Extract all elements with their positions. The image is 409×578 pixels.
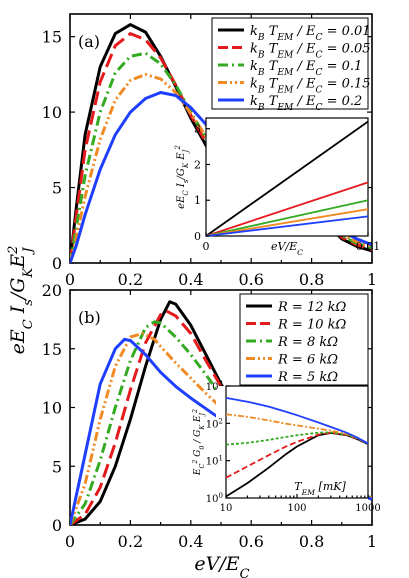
panel-b-ytick-label: 15 — [42, 340, 62, 359]
inset-a-xtick-label: 0.01 — [356, 240, 381, 253]
panel-b-xtick-label: 1 — [367, 532, 377, 551]
panel-b-xtick-label: 0.2 — [118, 532, 143, 551]
inset-a-frame — [205, 117, 369, 237]
inset-a-xlabel: eV/EC — [271, 240, 303, 257]
panel-b-ytick-label: 5 — [52, 457, 62, 476]
inset-b-ytick-label: 103 — [206, 380, 223, 393]
inset-a-ytick-label: 2 — [194, 158, 201, 171]
panel-a-xtick-label: 0 — [65, 270, 75, 289]
panel-a-xtick-label: 0.8 — [299, 270, 324, 289]
inset-b-series-line-3 — [225, 431, 369, 446]
panel-a-xtick-label: 1 — [367, 270, 377, 289]
panel-a-legend-label-2: kB TEM / EC = 0.05 — [250, 42, 371, 61]
panel-a-label: (a) — [78, 32, 100, 51]
panel-b-series-line-3 — [70, 320, 372, 525]
inset-b-xtick-label: 1000 — [355, 503, 380, 514]
inset-a-series-line-1 — [205, 120, 369, 237]
panel-b-legend-label-4: R = 6 kΩ — [277, 353, 338, 368]
panel-b-legend-label-2: R = 10 kΩ — [277, 318, 346, 333]
inset-a-series-line-2 — [205, 181, 369, 237]
inset-b-series-line-4 — [225, 413, 369, 445]
panel-b-label: (b) — [78, 308, 101, 327]
legend-b: R = 12 kΩ R = 10 kΩ R = 8 kΩ R = 6 kΩ R = 5 … — [239, 293, 369, 386]
panel-a-legend-label-3: kB TEM / EC = 0.1 — [250, 59, 362, 78]
panel-a-ytick-label: 15 — [42, 28, 62, 47]
inset-b-xlabel: TEM [mK] — [294, 480, 346, 497]
panel-b-xtick-label: 0.4 — [178, 532, 203, 551]
panel-b-ytick-label: 20 — [42, 281, 62, 300]
panel-b-xtick-label: 0 — [65, 532, 75, 551]
inset-b-ytick-label: 102 — [206, 417, 223, 430]
inset-b-ylabel: EC2 G0 / GK EJ2 — [192, 409, 206, 476]
panel-b-xtick-label: 0.6 — [238, 532, 263, 551]
inset-a-ytick-label: 0 — [194, 230, 201, 243]
panel-a-xtick-label: 0.4 — [178, 270, 203, 289]
panel-a-legend-label-1: kB TEM / EC = 0.01 — [250, 24, 371, 43]
panel-b-ytick-label: 0 — [52, 516, 62, 535]
inset-a-series-line-3 — [205, 199, 369, 237]
panel-b-legend-label-5: R = 5 kΩ — [277, 370, 338, 385]
inset-b-ytick-label: 100 — [206, 492, 223, 505]
panel-a-legend-label-4: kB TEM / EC = 0.15 — [250, 77, 371, 96]
y-axis-label: eEC Is/GKE2J — [6, 246, 36, 355]
inset-b-series-line-5 — [225, 397, 369, 445]
panel-a-ytick-label: 5 — [52, 179, 62, 198]
x-axis-label: eV/EC — [194, 553, 249, 578]
panel-b-legend-label-3: R = 8 kΩ — [277, 335, 338, 350]
inset-a-ylabel: eEC Is/GK EJ2 — [174, 145, 190, 209]
inset-a: 0 1 2 3 0 0.01 eV/EC eEC Is/GK EJ2 — [174, 117, 381, 257]
panel-a-xtick-label: 0.2 — [118, 270, 143, 289]
panel-b-series-line-2 — [70, 309, 372, 525]
panel-a-legend-label-5: kB TEM / EC = 0.2 — [250, 94, 362, 113]
panel-a-xtick-label: 0.6 — [238, 270, 263, 289]
inset-b-ytick-label: 101 — [206, 455, 223, 468]
panel-a-ytick-label: 0 — [52, 254, 62, 273]
panel-b-xtick-label: 0.8 — [299, 532, 324, 551]
panel-b-ytick-label: 10 — [42, 399, 62, 418]
inset-a-xtick-label: 0 — [203, 240, 210, 253]
inset-a-series-line-5 — [205, 215, 369, 237]
panel-b-series-line-4 — [70, 332, 372, 525]
inset-a-ytick-label: 3 — [194, 123, 201, 136]
inset-b-xtick-label: 100 — [287, 503, 306, 514]
inset-b-xtick-label: 10 — [220, 503, 233, 514]
panel-b-legend-label-1: R = 12 kΩ — [277, 300, 346, 315]
inset-a-ytick-label: 1 — [194, 194, 201, 207]
inset-a-series-line-4 — [205, 208, 369, 237]
panel-a-ytick-label: 10 — [42, 103, 62, 122]
